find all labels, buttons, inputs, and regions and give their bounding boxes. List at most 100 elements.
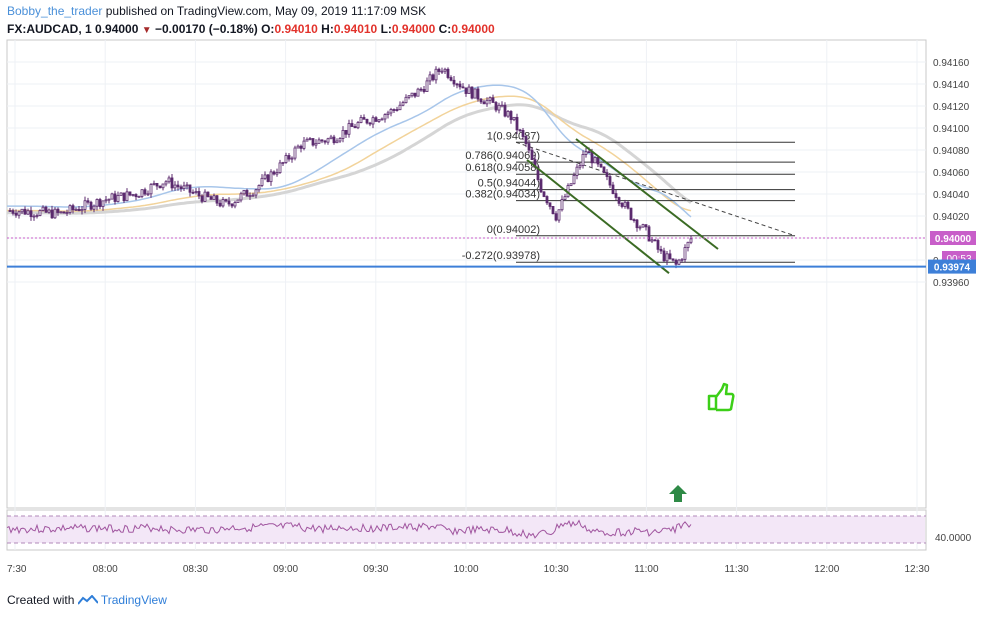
candle-body xyxy=(266,174,270,183)
candle-body xyxy=(479,98,483,103)
candle-body xyxy=(197,191,201,197)
candle-body xyxy=(689,238,693,243)
candle-body xyxy=(653,239,657,242)
symbol-label: FX:AUDCAD, 1 xyxy=(7,22,92,36)
candle-body xyxy=(422,89,426,92)
tradingview-brand[interactable]: TradingView xyxy=(100,593,167,607)
candle-body xyxy=(518,129,522,132)
candle-body xyxy=(482,101,486,105)
candle-body xyxy=(326,138,330,143)
candle-body xyxy=(83,200,87,210)
candle-body xyxy=(41,206,45,211)
candle-body xyxy=(464,87,468,94)
candle-body xyxy=(557,209,561,221)
candle-body xyxy=(347,123,351,135)
candlestick-series xyxy=(8,66,693,269)
candle-body xyxy=(278,162,282,174)
candle-body xyxy=(116,194,120,202)
candle-body xyxy=(359,117,363,123)
candle-body xyxy=(290,157,294,160)
candle-body xyxy=(161,183,165,189)
candle-body xyxy=(677,259,681,265)
publish-header: Bobby_the_trader published on TradingVie… xyxy=(7,4,426,18)
candle-body xyxy=(563,196,567,200)
candle-body xyxy=(50,209,54,219)
candle-body xyxy=(395,109,399,111)
candle-body xyxy=(242,190,246,195)
candle-body xyxy=(614,193,618,198)
candle-body xyxy=(596,157,600,165)
time-tick-label: 12:00 xyxy=(814,564,839,575)
candle-body xyxy=(125,191,129,202)
author-link[interactable]: Bobby_the_trader xyxy=(7,4,103,18)
candle-body xyxy=(38,210,42,216)
candle-body xyxy=(647,226,651,242)
candle-body xyxy=(230,203,234,207)
candle-body xyxy=(398,104,402,111)
candle-body xyxy=(251,194,255,197)
candle-body xyxy=(683,247,687,260)
candle-body xyxy=(629,207,633,221)
candle-body xyxy=(71,205,75,211)
chart-svg[interactable]: 1(0.94087) 0.786(0.94069)0.618(0.94058) 0.… xyxy=(0,0,988,580)
candle-body xyxy=(74,208,78,211)
candle-body xyxy=(239,193,243,201)
candle-body xyxy=(539,179,543,193)
candle-body xyxy=(80,208,84,212)
candle-body xyxy=(515,116,519,131)
candle-body xyxy=(578,164,582,168)
candle-body xyxy=(194,191,198,193)
fibonacci-retracement[interactable]: 1(0.94087) 0.786(0.94069)0.618(0.94058) 0.… xyxy=(462,130,796,263)
current-price-tag xyxy=(930,231,976,245)
ema-50-line xyxy=(7,84,692,218)
candle-body xyxy=(281,162,285,164)
low-label: L: xyxy=(380,22,392,36)
open-label: O: xyxy=(261,22,275,36)
time-tick-label: 12:30 xyxy=(904,564,929,575)
candle-body xyxy=(149,184,153,195)
fib-trend-dashed xyxy=(515,141,796,237)
candle-body xyxy=(380,118,384,121)
candle-body xyxy=(521,130,525,137)
candle-body xyxy=(158,185,162,189)
time-tick-label: 10:30 xyxy=(544,564,569,575)
ema-200-line xyxy=(7,103,692,215)
time-tick-label: 09:00 xyxy=(273,564,298,575)
candle-body xyxy=(509,111,513,121)
candle-body xyxy=(491,97,495,103)
candle-body xyxy=(602,166,606,174)
candle-body xyxy=(275,172,279,175)
candle-body xyxy=(8,210,12,212)
candle-body xyxy=(383,114,387,120)
candle-body xyxy=(17,211,21,216)
descending-channel[interactable] xyxy=(526,138,719,274)
down-triangle-icon: ▼ xyxy=(141,25,152,36)
symbol-ohlc-line: FX:AUDCAD, 1 0.94000 ▼ −0.00170 (−0.18%)… xyxy=(7,22,495,36)
footer: Created with TradingView xyxy=(7,593,167,607)
candle-body xyxy=(134,194,138,198)
candle-body xyxy=(164,181,168,185)
candle-body xyxy=(173,184,177,189)
candle-body xyxy=(59,211,63,214)
candle-body xyxy=(497,104,501,111)
current-price-tag-text: 0.94000 xyxy=(935,234,972,245)
candle-body xyxy=(248,195,252,198)
time-axis[interactable]: 7:30 08:00 08:30 09:00 09:30 10:00 10:30 11:00 1… xyxy=(7,564,930,575)
candle-body xyxy=(626,201,630,209)
last-price: 0.94000 xyxy=(95,22,139,36)
candle-body xyxy=(569,183,573,186)
candle-body xyxy=(353,126,357,129)
price-tick-label: 0.94020 xyxy=(933,212,970,223)
candle-body xyxy=(473,88,477,99)
candle-body xyxy=(590,151,594,164)
candle-body xyxy=(530,149,534,161)
candle-body xyxy=(449,77,453,81)
candle-body xyxy=(167,177,171,183)
candle-body xyxy=(305,138,309,142)
close-label: C: xyxy=(438,22,452,36)
fib-level-label: 0.5(0.94044) xyxy=(478,178,540,190)
candle-body xyxy=(308,138,312,140)
candle-body xyxy=(389,109,393,114)
candle-body xyxy=(206,191,210,198)
candle-body xyxy=(434,68,438,81)
